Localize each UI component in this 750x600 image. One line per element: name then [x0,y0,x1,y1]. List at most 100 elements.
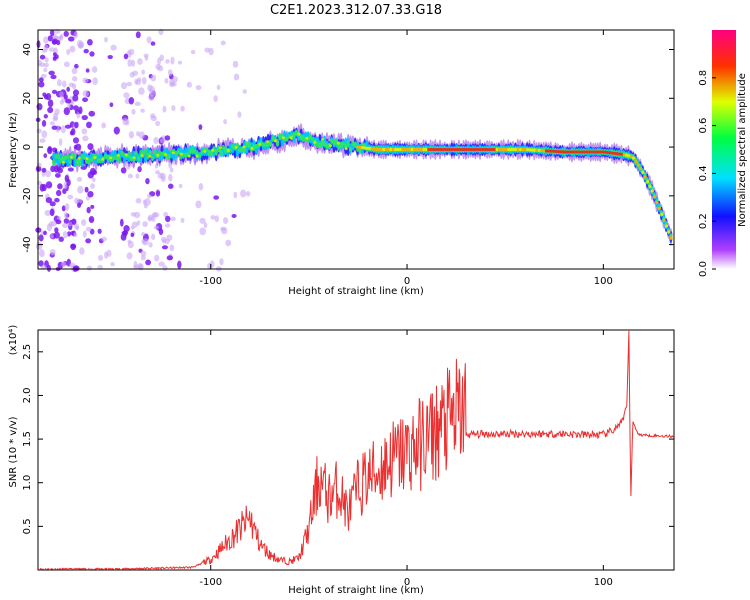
heatmap-cell [58,35,63,40]
heatmap-cell [101,157,105,161]
heatmap-cell [155,120,160,127]
heatmap-cell [662,218,666,222]
heatmap-cell [78,158,82,166]
heatmap-cell [429,147,433,152]
heatmap-cell [36,128,42,134]
heatmap-cell [169,244,175,252]
heatmap-cell [90,204,95,209]
heatmap-cell [148,242,153,248]
heatmap-cell [648,184,652,188]
heatmap-cell [43,62,49,68]
heatmap-cell [91,177,96,182]
heatmap-cell [337,143,341,151]
heatmap-cell [61,205,66,212]
heatmap-cell [266,140,270,144]
heatmap-cell [158,228,164,236]
heatmap-cell [78,106,83,114]
heatmap-cell [61,222,69,229]
heatmap-cell [540,148,544,153]
heatmap-cell [148,154,152,158]
heatmap-cell [405,147,409,152]
heatmap-cell [476,147,480,152]
heatmap-cell [624,153,628,157]
heatmap-cell [453,147,457,152]
heatmap-cell [72,94,79,102]
heatmap-cell [90,183,95,189]
heatmap-cell [49,234,54,240]
heatmap-cell [64,211,68,219]
heatmap-cell [128,48,135,56]
heatmap-cell [123,53,129,60]
heatmap-cell [131,108,136,115]
heatmap-cell [54,227,59,233]
heatmap-cell [135,31,141,39]
heatmap-cell [43,114,48,119]
heatmap-cell [587,150,591,154]
heatmap-cell [620,152,624,156]
heatmap-cell [132,156,136,160]
heatmap-cell [127,239,132,244]
snr-x-ticks: -100 0 100 [199,330,613,588]
heatmap-cell [152,212,160,218]
heatmap-cell [56,79,62,87]
heatmap-cell [57,183,63,190]
y-tick-label: -20 [22,188,33,204]
y-tick-label: 20 [22,92,33,105]
heatmap-cell [148,150,152,155]
heatmap-cell [417,147,421,152]
heatmap-cell [73,232,78,238]
heatmap-cell [448,147,452,152]
heatmap-cell [258,142,262,146]
heatmap-cell [184,152,188,158]
figure-title: C2E1.2023.312.07.33.G18 [270,3,442,18]
heatmap-cell [151,155,155,161]
heatmap-cell [73,157,77,168]
heatmap-cell [66,153,70,160]
heatmap-cell [632,156,636,160]
heatmap-cell [107,54,113,60]
heatmap-cell [49,249,56,256]
heatmap-cell [436,147,440,152]
heatmap-cell [70,243,76,251]
heatmap-cell [39,54,46,60]
heatmap-cell [495,147,499,152]
heatmap-cell [161,245,169,250]
heatmap-cell [403,147,407,152]
heatmap-cell [76,176,83,182]
heatmap-cell [547,149,551,153]
heatmap-cell [445,147,449,152]
heatmap-cell [232,60,239,68]
heatmap-cell [63,61,70,68]
heatmap-cell [85,238,92,244]
heatmap-cell [165,59,170,64]
heatmap-cell [64,124,72,129]
heatmap-cell [113,126,120,135]
heatmap-cell [93,156,97,160]
heatmap-cell [150,41,156,46]
heatmap-cell [582,150,586,154]
heatmap-cell [526,148,530,152]
colorbar-label: Normalized spectral amplitude [737,73,748,227]
heatmap-cell [370,147,374,151]
heatmap-cell [54,108,60,116]
heatmap-cell [199,217,206,224]
heatmap-cell [85,195,90,201]
heatmap-cell [63,218,70,224]
heatmap-cell [41,184,47,192]
heatmap-cell [145,178,150,185]
heatmap-cell [127,59,133,67]
heatmap-cell [47,99,54,108]
heatmap-cell [128,131,135,139]
heatmap-cell [424,147,428,152]
heatmap-cell [469,147,473,152]
heatmap-cell [38,77,44,83]
heatmap-cell [121,82,128,90]
heatmap-cell [412,147,416,152]
heatmap-cell [72,137,80,144]
heatmap-cell [82,97,89,103]
snr-y-label: SNR (10 * v/v) [8,416,19,487]
heatmap-cell [69,45,76,53]
heatmap-cell [72,89,80,97]
heatmap-cell [74,63,79,69]
heatmap-cell [71,67,78,75]
